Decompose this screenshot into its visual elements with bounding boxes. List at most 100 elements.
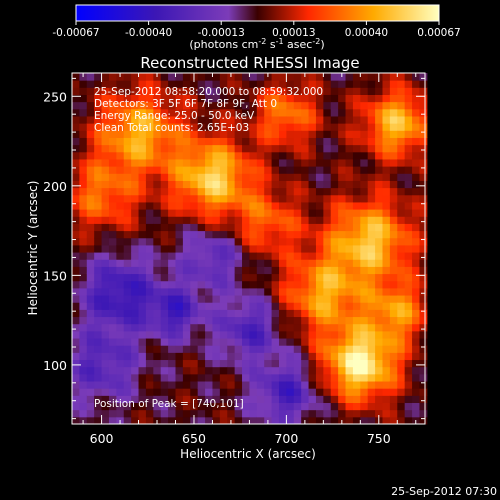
heatmap-cell: [278, 244, 287, 253]
heatmap-cell: [256, 73, 265, 81]
heatmap-cell: [249, 280, 258, 289]
heatmap-cell: [345, 388, 354, 396]
heatmap-cell: [264, 381, 273, 389]
heatmap-cell: [301, 123, 310, 131]
heatmap-cell: [234, 280, 243, 289]
heatmap-cell: [190, 252, 199, 260]
heatmap-cell: [249, 201, 258, 210]
heatmap-cell: [323, 187, 332, 196]
heatmap-cell: [145, 244, 154, 253]
heatmap-cell: [315, 338, 324, 346]
heatmap-cell: [101, 151, 110, 160]
heatmap-cell: [360, 137, 369, 146]
heatmap-cell: [286, 287, 295, 296]
heatmap-cell: [205, 216, 213, 224]
heatmap-cell: [131, 295, 140, 303]
heatmap-cell: [271, 158, 280, 167]
heatmap-cell: [234, 273, 243, 282]
heatmap-cell: [116, 115, 125, 124]
heatmap-cell: [101, 130, 110, 138]
heatmap-cell: [345, 338, 354, 346]
heatmap-cell: [404, 130, 413, 138]
heatmap-cell: [360, 201, 369, 210]
heatmap-cell: [101, 345, 110, 353]
heatmap-cell: [108, 115, 117, 124]
heatmap-cell: [131, 87, 140, 95]
peak-position-label: Position of Peak = [740,101]: [94, 398, 244, 410]
heatmap-cell: [293, 201, 302, 210]
heatmap-cell: [86, 187, 95, 196]
heatmap-cell: [389, 259, 398, 267]
heatmap-cell: [323, 252, 332, 260]
heatmap-cell: [234, 352, 243, 361]
heatmap-cell: [219, 166, 228, 174]
heatmap-cell: [345, 280, 354, 289]
heatmap-cell: [338, 237, 347, 246]
heatmap-cell: [404, 244, 413, 253]
heatmap-cell: [242, 209, 250, 217]
heatmap-cell: [123, 237, 132, 246]
heatmap-cell: [205, 223, 213, 232]
heatmap-cell: [286, 388, 295, 396]
heatmap-cell: [271, 352, 280, 361]
heatmap-cell: [293, 151, 302, 160]
heatmap-cell: [190, 359, 199, 368]
heatmap-cell: [79, 173, 88, 181]
heatmap-cell: [227, 108, 236, 117]
heatmap-cell: [412, 94, 420, 103]
heatmap-cell: [205, 409, 213, 418]
heatmap-cell: [278, 80, 287, 88]
heatmap-cell: [101, 309, 110, 318]
heatmap-cell: [404, 194, 413, 203]
heatmap-cell: [123, 295, 132, 303]
heatmap-cell: [389, 402, 398, 411]
heatmap-cell: [367, 144, 376, 153]
heatmap-cell: [323, 180, 332, 189]
heatmap-cell: [131, 180, 140, 189]
heatmap-cell: [138, 416, 147, 425]
heatmap-cell: [397, 373, 406, 382]
heatmap-cell: [249, 366, 258, 375]
heatmap-cell: [138, 101, 147, 110]
heatmap-cell: [412, 338, 420, 346]
heatmap-cell: [197, 409, 206, 418]
heatmap-cell: [175, 244, 184, 253]
heatmap-cell: [153, 273, 162, 282]
heatmap-cell: [190, 366, 199, 375]
heatmap-cell: [397, 115, 406, 124]
heatmap-cell: [338, 108, 347, 117]
heatmap-cell: [249, 94, 258, 103]
heatmap-cell: [264, 209, 273, 217]
heatmap-cell: [264, 94, 273, 103]
heatmap-cell: [94, 366, 103, 375]
heatmap-cell: [360, 237, 369, 246]
heatmap-cell: [131, 352, 140, 361]
heatmap-cell: [293, 80, 302, 88]
heatmap-cell: [227, 345, 236, 353]
heatmap-cell: [86, 409, 95, 418]
heatmap-cell: [123, 416, 132, 425]
heatmap-cell: [234, 194, 243, 203]
heatmap-cell: [234, 237, 243, 246]
heatmap-cell: [153, 287, 162, 296]
heatmap-cell: [182, 273, 191, 282]
heatmap-cell: [131, 416, 140, 425]
heatmap-cell: [404, 187, 413, 196]
heatmap-cell: [227, 209, 236, 217]
heatmap-cell: [367, 302, 376, 310]
heatmap-cell: [205, 230, 213, 239]
heatmap-cell: [256, 244, 265, 253]
heatmap-cell: [345, 395, 354, 404]
heatmap-cell: [367, 123, 376, 131]
heatmap-cell: [293, 216, 302, 224]
heatmap-cell: [293, 395, 302, 404]
heatmap-cell: [168, 180, 176, 189]
heatmap-cell: [234, 94, 243, 103]
heatmap-cell: [108, 338, 117, 346]
heatmap-cell: [271, 409, 280, 418]
heatmap-cell: [352, 237, 361, 246]
heatmap-cell: [145, 166, 154, 174]
heatmap-cell: [138, 237, 147, 246]
heatmap-cell: [72, 381, 80, 389]
heatmap-cell: [182, 359, 191, 368]
